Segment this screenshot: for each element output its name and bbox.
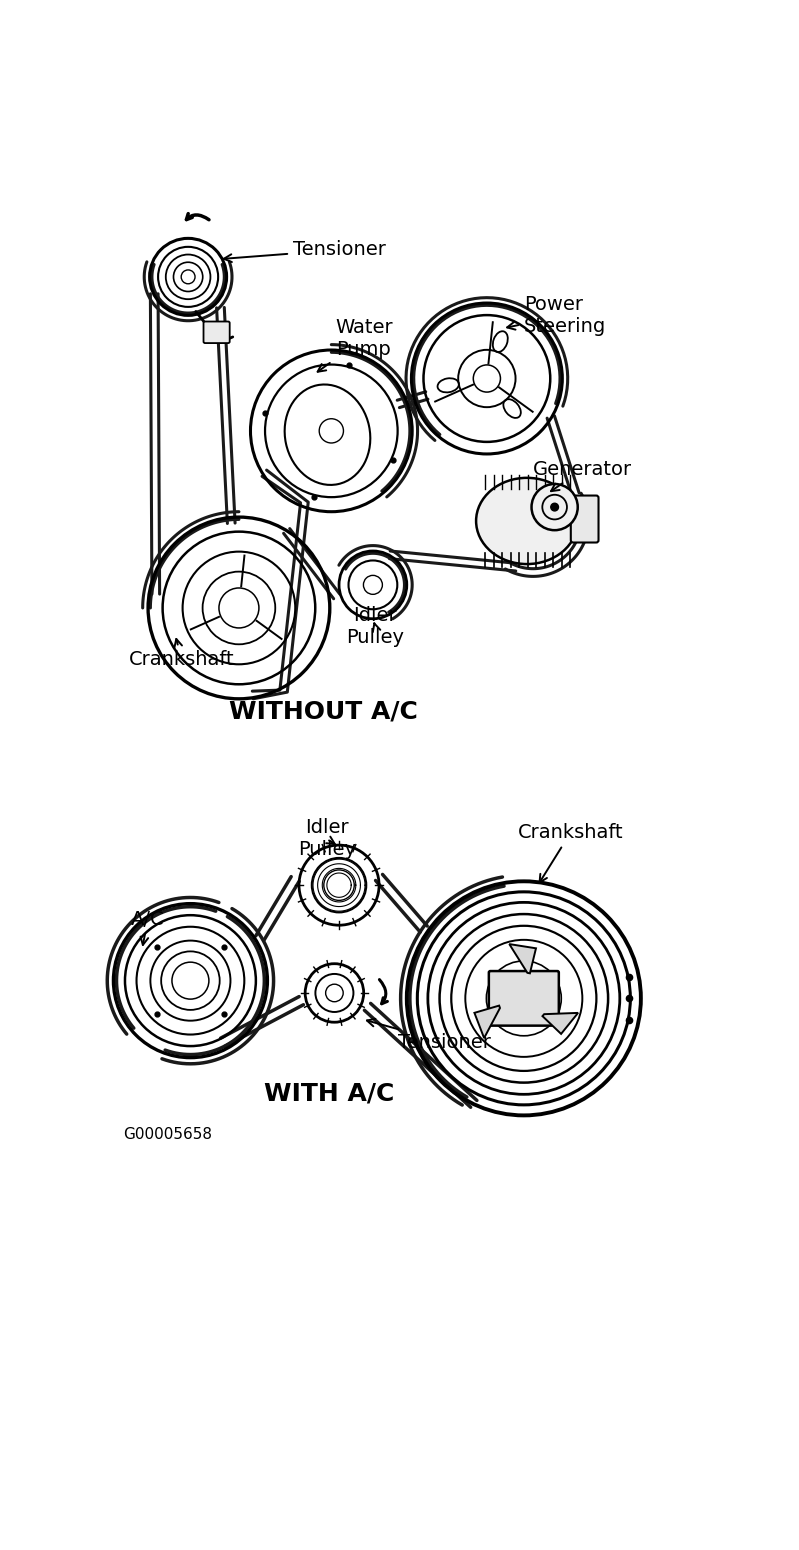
Text: Idler
Pulley: Idler Pulley [346, 606, 404, 646]
Polygon shape [475, 1006, 500, 1038]
Polygon shape [543, 1012, 578, 1034]
Text: G00005658: G00005658 [123, 1127, 213, 1142]
FancyBboxPatch shape [489, 970, 559, 1026]
Text: Power
Steering: Power Steering [507, 294, 606, 336]
Text: A/C: A/C [131, 910, 165, 946]
Text: Tensioner: Tensioner [224, 240, 386, 262]
Text: Generator: Generator [533, 460, 632, 491]
Ellipse shape [476, 477, 578, 564]
Text: WITHOUT A/C: WITHOUT A/C [229, 701, 418, 724]
Text: Tensioner: Tensioner [367, 1018, 491, 1052]
FancyBboxPatch shape [204, 321, 229, 343]
Polygon shape [509, 944, 536, 973]
Text: Water
Pump: Water Pump [318, 318, 392, 372]
Circle shape [531, 484, 578, 530]
Text: Crankshaft: Crankshaft [129, 639, 234, 670]
Text: Idler
Pulley: Idler Pulley [298, 818, 356, 859]
Circle shape [551, 504, 559, 512]
Text: WITH A/C: WITH A/C [264, 1082, 394, 1105]
FancyBboxPatch shape [570, 496, 598, 542]
Text: Crankshaft: Crankshaft [518, 823, 623, 882]
